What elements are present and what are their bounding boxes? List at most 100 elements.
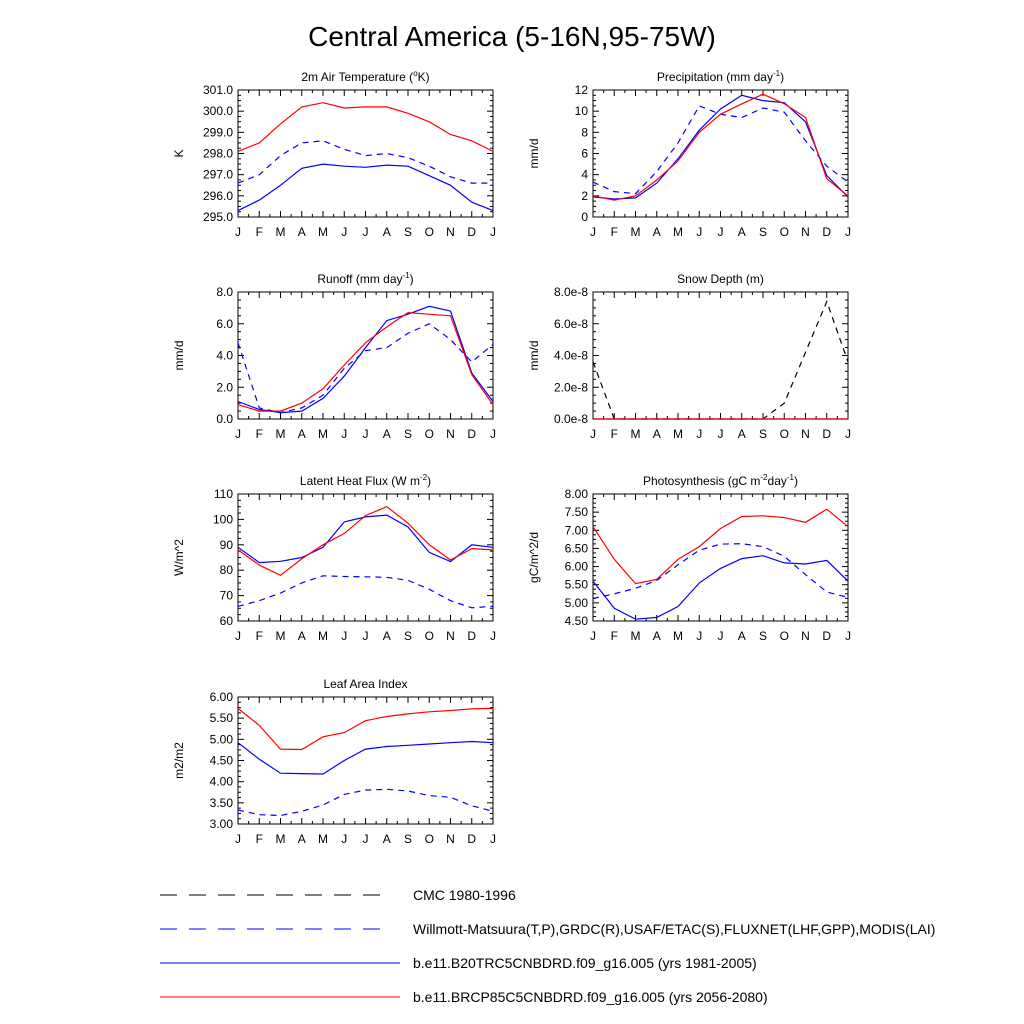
x-tick-label: J [341,832,347,846]
panel-snowdp: Snow Depth (m)mm/dJ F M A M J J A S O N D J0.0e-82.0… [527,272,851,441]
y-tick-label: 6 [581,147,588,161]
x-tick-label: J [235,225,241,239]
y-tick-label: 5.50 [565,578,589,592]
y-tick-label: 300.0 [203,104,233,118]
x-tick-label: S [404,629,412,643]
x-tick-label: D [822,629,831,643]
y-tick-label: 4.50 [210,754,234,768]
y-tick-label: 110 [214,487,233,501]
series-line-model_hist [237,163,494,212]
y-tick-label: 6.0e-8 [554,317,588,331]
x-tick-label: O [780,225,789,239]
series-line-obs [237,140,493,184]
x-tick-label: A [738,225,746,239]
x-tick-label: M [318,832,328,846]
x-tick-label: A [298,225,306,239]
x-tick-label: J [363,832,369,846]
y-tick-label: 12 [575,83,589,97]
x-tick-label: A [383,629,391,643]
x-tick-label: J [590,427,596,441]
y-tick-label: 8 [581,125,588,139]
plot-frame [592,291,849,420]
x-tick-label: D [467,427,476,441]
x-tick-label: J [718,629,724,643]
panel-title: Runoff (mm day-1) [317,271,413,286]
x-tick-label: J [490,629,496,643]
y-tick-label: 6.50 [565,541,589,555]
x-tick-label: F [611,427,618,441]
y-tick-label: 0.0e-8 [554,412,588,426]
panel-gpp: Photosynthesis (gC m-2day-1)gC/m^2/dJ F M A… [527,473,851,643]
x-tick-label: N [446,225,455,239]
series-line-model_future [592,508,849,585]
x-tick-label: S [759,427,767,441]
y-tick-label: 4.0e-8 [554,349,588,363]
page-title: Central America (5-16N,95-75W) [308,21,716,52]
x-tick-label: D [822,225,831,239]
x-tick-label: N [801,225,810,239]
series-line-obs [237,788,494,817]
y-tick-label: 70 [220,589,234,603]
y-tick-label: 8.0 [216,285,233,299]
y-tick-label: 6.00 [565,560,589,574]
y-tick-label: 301.0 [203,83,233,97]
series-line-model_hist [237,740,494,775]
x-tick-label: M [318,629,328,643]
x-tick-label: J [363,427,369,441]
x-tick-label: A [383,427,391,441]
x-tick-label: M [276,427,286,441]
series-line-obs [592,105,849,195]
x-tick-label: F [611,629,618,643]
y-tick-label: 297.0 [203,168,233,182]
x-tick-label: O [425,832,434,846]
x-tick-label: J [845,225,851,239]
x-tick-label: A [653,629,661,643]
y-tick-label: 4.50 [565,614,589,628]
panel-lhf: Latent Heat Flux (W m-2)W/m^2J F M A M J J A S O N… [172,473,496,643]
y-tick-label: 4 [581,168,588,182]
x-tick-label: F [256,427,263,441]
y-tick-label: 299.0 [203,125,233,139]
y-tick-label: 4.0 [216,349,233,363]
y-tick-label: 296.0 [203,189,233,203]
legend-item-obs: Willmott-Matsuura(T,P),GRDC(R),USAF/ETAC… [160,921,935,937]
series-line-obs [237,575,494,609]
y-tick-label: 90 [220,538,234,552]
plot-frame [237,89,494,218]
x-tick-label: O [425,427,434,441]
series-line-model_hist [592,555,849,620]
x-tick-label: M [631,629,641,643]
y-tick-label: 2.0e-8 [554,380,588,394]
y-axis-label: mm/d [527,341,541,371]
y-tick-label: 80 [220,563,234,577]
panel-tsa: 2m Air Temperature (oK)KJ F M A M J J A S O N D J295… [172,69,496,239]
x-tick-label: O [780,427,789,441]
x-tick-label: A [383,225,391,239]
x-tick-label: D [467,225,476,239]
plot-frame [592,493,849,622]
y-tick-label: 2 [581,189,588,203]
y-tick-label: 295.0 [203,210,233,224]
panel-title: Latent Heat Flux (W m-2) [300,473,431,488]
x-tick-label: M [276,629,286,643]
y-axis-label: mm/d [172,341,186,371]
x-tick-label: J [590,225,596,239]
y-axis-label: m2/m2 [172,742,186,779]
x-tick-label: F [256,629,263,643]
x-tick-label: O [425,225,434,239]
x-tick-label: J [235,427,241,441]
panel-runoff: Runoff (mm day-1)mm/dJ F M A M J J A S O N D J0.02.0… [172,271,496,441]
y-tick-label: 2.0 [216,380,233,394]
y-tick-label: 3.00 [210,817,234,831]
x-tick-label: M [673,629,683,643]
panel-title: Leaf Area Index [323,677,407,691]
x-tick-label: S [404,225,412,239]
panel-title: Photosynthesis (gC m-2day-1) [643,473,798,488]
x-tick-label: M [631,225,641,239]
x-tick-label: J [490,225,496,239]
y-tick-label: 4.00 [210,775,234,789]
legend-label: CMC 1980-1996 [413,887,516,903]
series-line-obs [237,323,494,414]
